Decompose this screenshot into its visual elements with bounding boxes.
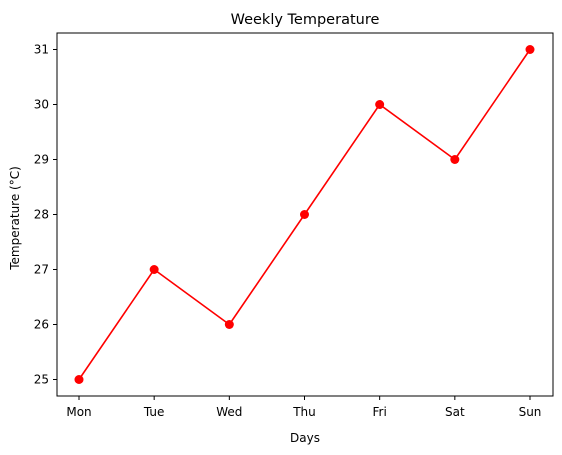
x-tick-label: Sun [519, 405, 542, 419]
y-tick-label: 29 [34, 153, 49, 167]
x-axis-label: Days [290, 431, 320, 445]
series-layer [74, 45, 535, 384]
x-axis: Mon Tue Wed Thu Fri Sat Sun [66, 396, 541, 419]
x-tick-label: Sat [445, 405, 465, 419]
data-point [450, 155, 460, 164]
data-point [74, 375, 84, 384]
y-tick-label: 31 [34, 43, 49, 57]
data-point [375, 100, 385, 109]
y-axis-label: Temperature (°C) [8, 166, 22, 271]
x-tick-label: Fri [373, 405, 387, 419]
chart-title: Weekly Temperature [231, 12, 380, 28]
data-point [149, 265, 159, 274]
y-tick-label: 28 [34, 208, 49, 222]
y-axis: 25 26 27 28 29 30 31 [34, 43, 57, 387]
y-tick-label: 25 [34, 373, 49, 387]
data-point [224, 320, 234, 329]
x-tick-label: Wed [216, 405, 242, 419]
data-point [525, 45, 535, 54]
x-tick-label: Thu [292, 405, 316, 419]
x-tick-label: Tue [143, 405, 165, 419]
x-tick-label: Mon [66, 405, 91, 419]
data-point [300, 210, 309, 219]
y-tick-label: 30 [34, 98, 49, 112]
y-tick-label: 26 [34, 318, 49, 332]
y-tick-label: 27 [34, 263, 49, 277]
